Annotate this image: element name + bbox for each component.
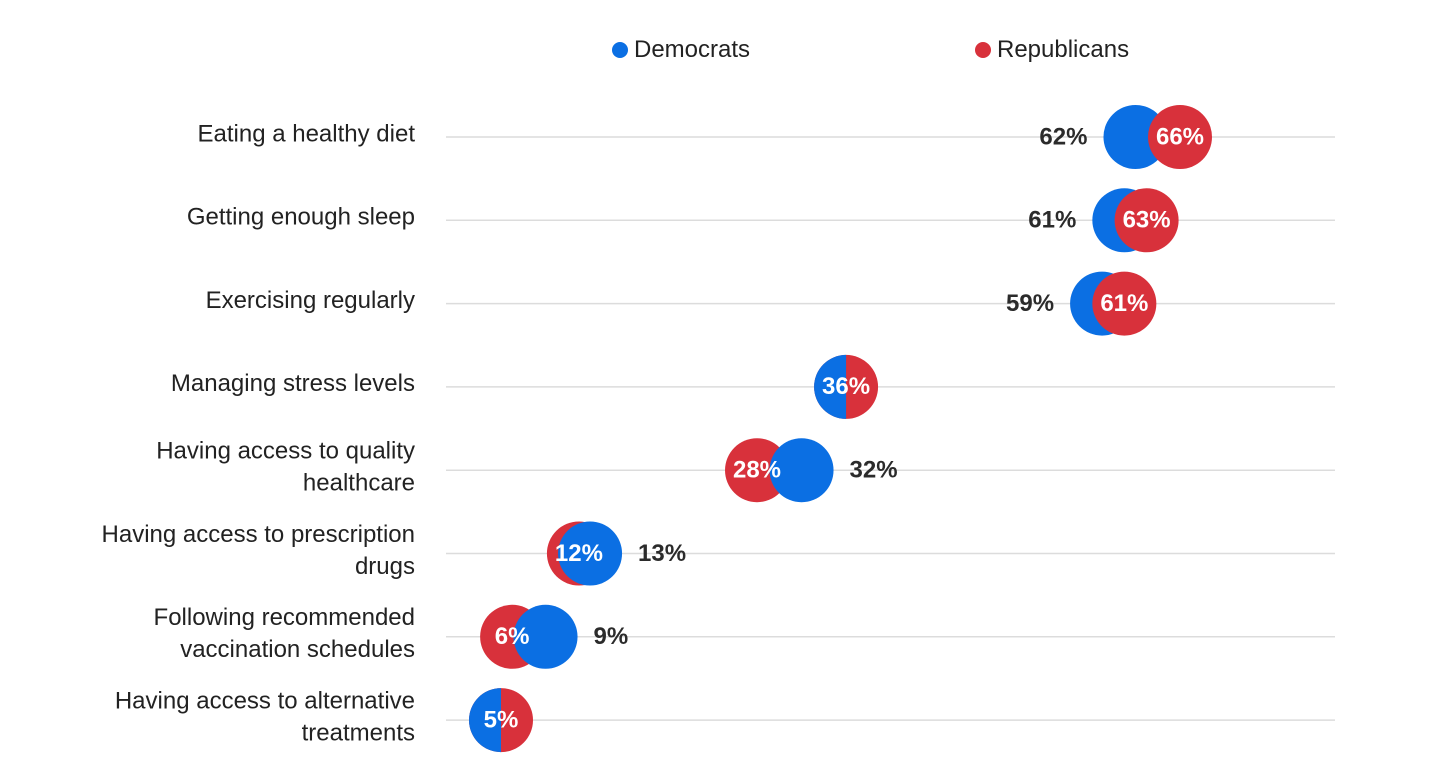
category-label: vaccination schedules <box>180 636 415 663</box>
data-label-democrat: 32% <box>850 457 898 484</box>
category-label: Managing stress levels <box>171 370 415 397</box>
dot-republican <box>1148 105 1212 169</box>
legend-item-democrats: Democrats <box>612 36 750 64</box>
legend-dot-republicans <box>975 42 991 58</box>
data-label-republican: 28% <box>733 457 781 484</box>
legend-item-republicans: Republicans <box>975 36 1129 64</box>
data-label: 36% <box>822 373 870 400</box>
data-label-republican: 66% <box>1156 123 1204 150</box>
data-label-republican: 12% <box>555 540 603 567</box>
category-label: Exercising regularly <box>206 287 415 314</box>
dot-democrat <box>769 438 834 503</box>
legend-dot-democrats <box>612 42 628 58</box>
category-label: Having access to alternative <box>115 687 415 714</box>
data-label-republican: 61% <box>1100 290 1148 317</box>
dot-republican <box>1092 271 1157 336</box>
dot-democrat <box>814 354 847 419</box>
category-label: Having access to prescription <box>102 521 415 548</box>
legend-label-democrats: Democrats <box>634 36 751 63</box>
category-label: Getting enough sleep <box>187 204 415 231</box>
dot-democrat <box>469 688 501 753</box>
data-label-democrat: 13% <box>638 540 686 567</box>
category-label: treatments <box>302 719 415 746</box>
dot-republican <box>1114 188 1179 253</box>
dot-democrat <box>1103 105 1168 169</box>
data-label-republican: 6% <box>495 623 530 650</box>
dot-democrat <box>558 521 623 586</box>
dot-democrat <box>513 604 578 669</box>
category-label: Following recommended <box>154 604 415 631</box>
data-label-democrat: 62% <box>1039 123 1087 150</box>
category-label: drugs <box>355 553 415 580</box>
legend: Democrats Republicans <box>0 36 1432 76</box>
legend-label-republicans: Republicans <box>997 36 1130 63</box>
category-label: Eating a healthy diet <box>198 120 416 147</box>
dot-republican <box>725 438 790 503</box>
data-label-democrat: 61% <box>1028 207 1076 234</box>
data-label: 5% <box>484 706 519 733</box>
category-label: healthcare <box>303 470 415 497</box>
category-label: Having access to quality <box>156 438 415 465</box>
data-label-democrat: 59% <box>1006 290 1054 317</box>
data-label-republican: 63% <box>1123 207 1171 234</box>
data-label-democrat: 9% <box>594 623 629 650</box>
